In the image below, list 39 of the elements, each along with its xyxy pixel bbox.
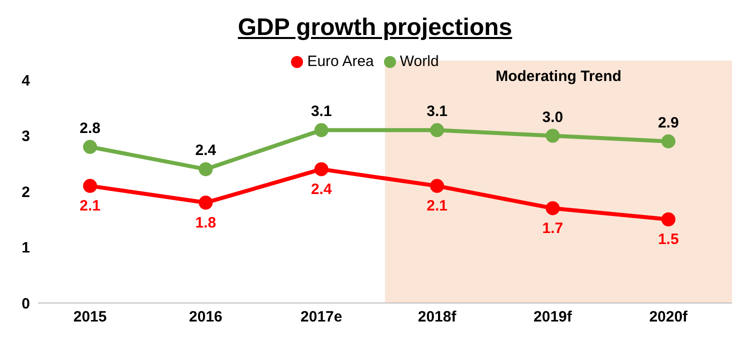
y-tick-label: 2 (22, 184, 30, 201)
point (430, 178, 444, 193)
point (198, 196, 213, 210)
x-tick-label: 2019f (534, 308, 573, 326)
data-label: 3.1 (426, 103, 448, 120)
x-tick-label: 2016 (189, 308, 222, 326)
data-label: 2.4 (195, 142, 217, 160)
data-label: 2.1 (80, 198, 100, 215)
legend-label: Euro Area (307, 53, 374, 70)
point (430, 123, 444, 138)
data-label: 2.8 (80, 120, 100, 137)
y-tick-label: 3 (22, 128, 30, 146)
chart-title: GDP growth projections (236, 14, 514, 42)
y-tick-label: 1 (22, 240, 30, 257)
data-label: 1.5 (658, 231, 679, 248)
point (198, 162, 213, 176)
y-tick-label: 4 (22, 72, 31, 90)
data-label: 1.7 (542, 220, 564, 237)
y-tick-label: 0 (22, 295, 30, 312)
data-label: 2.9 (658, 114, 679, 132)
band-label: Moderating Trend (496, 68, 622, 86)
point (314, 123, 328, 138)
data-label: 2.4 (310, 180, 332, 198)
data-label: 2.1 (426, 198, 448, 215)
x-tick-label: 2018f (418, 308, 458, 326)
point (546, 128, 560, 143)
point (661, 134, 676, 148)
point (546, 201, 560, 216)
x-tick-label: 2017e (300, 308, 342, 326)
legend-label: World (400, 53, 439, 70)
x-tick-label: 2015 (73, 308, 107, 326)
data-label: 1.8 (195, 214, 216, 232)
point (83, 140, 98, 154)
point (314, 162, 328, 176)
x-tick-label: 2020f (649, 308, 689, 326)
point (661, 212, 676, 226)
data-label: 3.1 (310, 103, 332, 120)
data-label: 3.0 (542, 108, 564, 126)
point (83, 178, 98, 193)
